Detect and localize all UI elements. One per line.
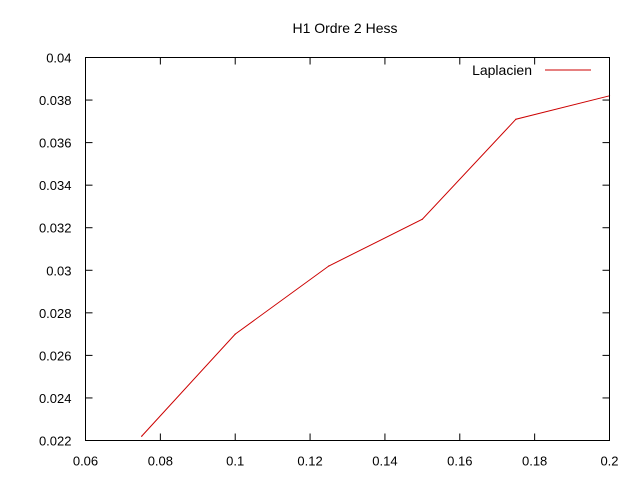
data-point (328, 265, 330, 267)
x-tick-label: 0.2 (600, 454, 618, 469)
plot-frame (85, 57, 610, 441)
legend-label: Laplacien (472, 62, 532, 78)
x-tick-label: 0.06 (73, 454, 98, 469)
y-tick-label: 0.03 (46, 263, 71, 278)
x-tick-label: 0.16 (447, 454, 472, 469)
y-tick-label: 0.032 (39, 221, 72, 236)
y-tick-label: 0.022 (39, 434, 72, 449)
y-tick-label: 0.028 (39, 306, 72, 321)
y-tick-label: 0.026 (39, 348, 72, 363)
x-tick-label: 0.1 (226, 454, 244, 469)
legend: Laplacien (472, 62, 591, 78)
x-tick-label: 0.18 (522, 454, 547, 469)
y-tick-label: 0.024 (39, 391, 72, 406)
data-point (421, 218, 423, 220)
y-tick-label: 0.04 (46, 51, 71, 66)
y-tick-label: 0.036 (39, 136, 72, 151)
x-tick-label: 0.14 (372, 454, 397, 469)
x-tick-label: 0.12 (297, 454, 322, 469)
plot-area: 0.06 0.08 0.1 0.12 0.14 0.16 0.18 0.2 0.022 0.024… (39, 51, 619, 469)
x-tick-label: 0.08 (148, 454, 173, 469)
chart-title: H1 Ordre 2 Hess (292, 20, 397, 36)
y-tick-label: 0.038 (39, 93, 72, 108)
data-point (515, 118, 517, 120)
data-point (141, 435, 143, 437)
data-point (234, 333, 236, 335)
y-tick-label: 0.034 (39, 178, 72, 193)
series-line-laplacien (141, 95, 610, 437)
